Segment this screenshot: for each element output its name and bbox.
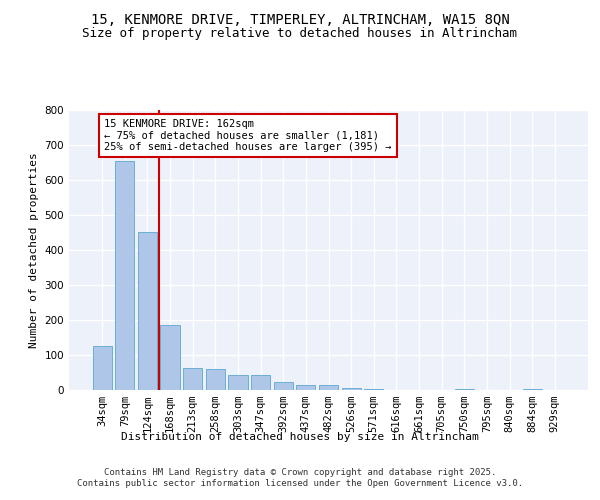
Bar bbox=[296, 386, 316, 390]
Bar bbox=[138, 232, 157, 390]
Bar bbox=[160, 325, 180, 390]
Bar bbox=[523, 388, 542, 390]
Bar bbox=[206, 369, 225, 390]
Y-axis label: Number of detached properties: Number of detached properties bbox=[29, 152, 39, 348]
Text: 15, KENMORE DRIVE, TIMPERLEY, ALTRINCHAM, WA15 8QN: 15, KENMORE DRIVE, TIMPERLEY, ALTRINCHAM… bbox=[91, 12, 509, 26]
Bar bbox=[92, 346, 112, 390]
Bar bbox=[455, 388, 474, 390]
Bar bbox=[251, 375, 270, 390]
Bar bbox=[229, 375, 248, 390]
Text: Size of property relative to detached houses in Altrincham: Size of property relative to detached ho… bbox=[83, 28, 517, 40]
Text: Contains HM Land Registry data © Crown copyright and database right 2025.
Contai: Contains HM Land Registry data © Crown c… bbox=[77, 468, 523, 487]
Text: Distribution of detached houses by size in Altrincham: Distribution of detached houses by size … bbox=[121, 432, 479, 442]
Text: 15 KENMORE DRIVE: 162sqm
← 75% of detached houses are smaller (1,181)
25% of sem: 15 KENMORE DRIVE: 162sqm ← 75% of detach… bbox=[104, 118, 392, 152]
Bar bbox=[183, 368, 202, 390]
Bar bbox=[274, 382, 293, 390]
Bar bbox=[115, 161, 134, 390]
Bar bbox=[319, 386, 338, 390]
Bar bbox=[341, 388, 361, 390]
